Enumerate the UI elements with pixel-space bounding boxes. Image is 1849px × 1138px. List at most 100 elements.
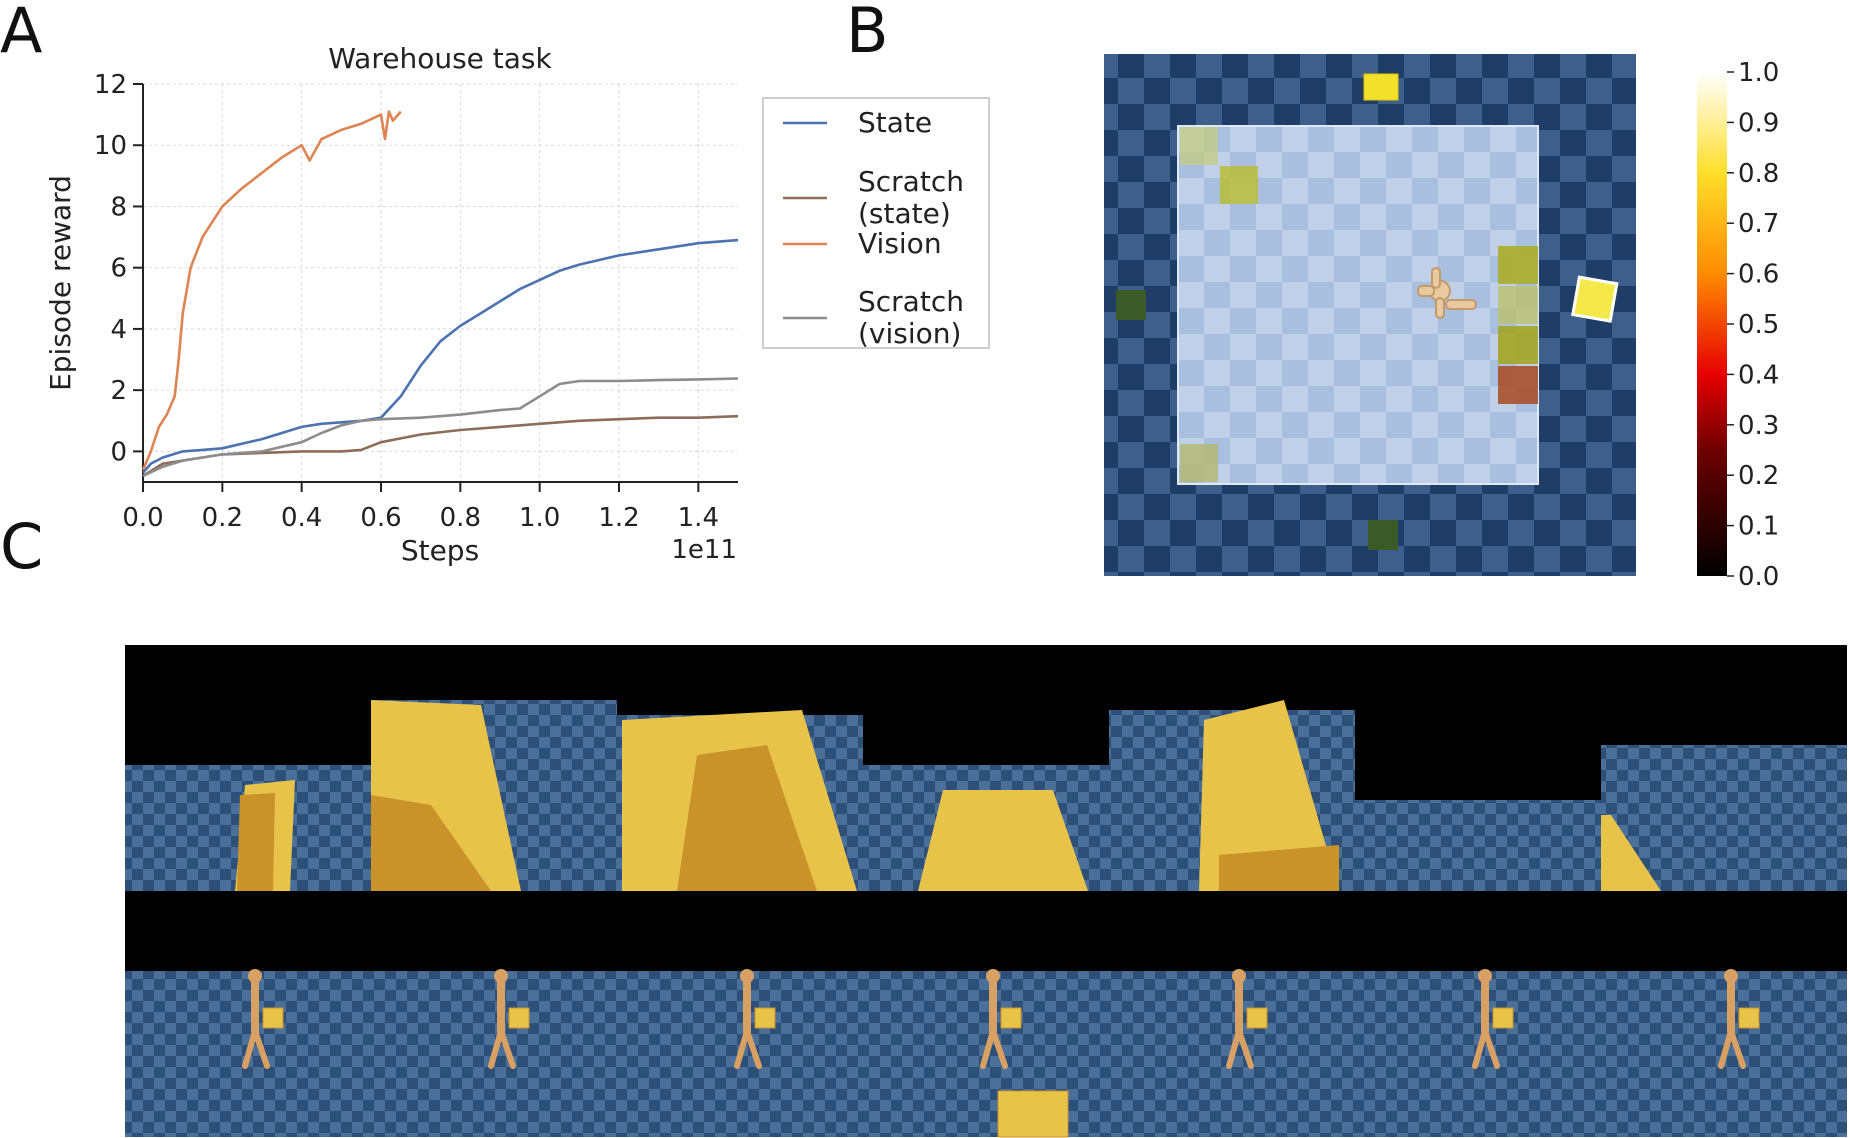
frame-3 [863,645,1109,1137]
heat-cell [1220,166,1258,204]
tp-agent-head [1478,969,1492,983]
tp-agent-head [248,969,262,983]
fp-box-shade [677,745,817,891]
heat-cell [1180,127,1218,165]
colorbar-ticks: 1.0 0.9 0.8 0.7 0.6 0.5 0.4 0.3 0.2 0.1 0.0 [1727,58,1779,592]
x-ticks: 0.0 0.2 0.4 0.6 0.8 1.0 1.2 1.4 [122,482,719,533]
x-tick-label: 0.0 [122,503,163,533]
target-pad [1368,520,1398,550]
legend-label-2: Vision [858,227,942,260]
target-pad [1116,290,1146,320]
tp-agent-head [986,969,1000,983]
legend-label-0: State [858,106,932,139]
y-tick-label: 4 [110,315,127,345]
legend: State Scratch (state)Vision Scratch (vision) [762,97,990,350]
colorbar-tick-label: 0.5 [1738,310,1779,340]
x-tick-label: 0.6 [360,503,401,533]
frame-2 [617,645,863,1137]
line-chart: 0.0 0.2 0.4 0.6 0.8 1.0 1.2 1.4 0 2 4 6 8 10 12 Wareh… [44,42,990,567]
tp-agent-head [1232,969,1246,983]
tp-box [262,1007,284,1029]
heatmap-panel: 1.0 0.9 0.8 0.7 0.6 0.5 0.4 0.3 0.2 0.1 0.0 [1104,54,1779,592]
tp-agent-leg [252,1028,270,1069]
series-line-2 [141,110,402,471]
x-tick-label: 1.2 [598,503,639,533]
frame-4 [1109,645,1355,1137]
tp-agent-leg [1236,1028,1254,1069]
panel-letter-c: C [0,510,44,583]
tp-agent-leg [242,1028,258,1069]
tp-agent-head [740,969,754,983]
tp-agent-leg [1472,1028,1488,1069]
colorbar-tick-label: 0.1 [1738,512,1779,542]
tp-agent-leg [734,1028,750,1069]
fp-box-shade [1219,845,1339,891]
tp-agent-leg [980,1028,996,1069]
x-tick-label: 0.2 [202,503,243,533]
panel-letter-a: A [0,0,43,67]
fp-box [918,790,1088,891]
legend-label-1: Scratch (state) [858,165,964,230]
tp-box [754,1007,776,1029]
fp-floor [1355,800,1601,891]
heat-cell [1498,246,1538,284]
heat-cell [1180,444,1218,482]
y-tick-label: 6 [110,254,127,284]
tp-agent-leg [1718,1028,1734,1069]
colorbar-tick-label: 0.6 [1738,260,1779,290]
panel-letter-b: B [846,0,889,67]
series-line-0 [142,238,739,474]
tp-agent-leg [1728,1028,1746,1069]
colorbar-tick-label: 0.0 [1738,562,1779,592]
x-axis-label: Steps [401,534,479,567]
tp-box [508,1007,530,1029]
tp-agent-head [1724,969,1738,983]
y-axis-label: Episode reward [44,175,77,391]
fp-box [1199,700,1339,891]
series-line-3 [142,377,739,478]
frame-strip [125,645,1847,1138]
tp-box [1492,1007,1514,1029]
tp-agent-leg [1482,1028,1500,1069]
tp-agent-leg [990,1028,1008,1069]
heat-cell [1498,366,1538,404]
grid [142,83,738,482]
legend-box [762,97,990,349]
tp-agent-head [494,969,508,983]
colorbar-tick-label: 0.2 [1738,461,1779,491]
y-tick-label: 8 [110,192,127,222]
tp-box [1738,1007,1760,1029]
colorbar-tick-label: 0.4 [1738,360,1779,390]
box [1571,275,1619,323]
tp-agent-leg [488,1028,504,1069]
frame-0 [125,645,371,1137]
frame-1 [371,645,617,1137]
colorbar-tick-label: 0.3 [1738,411,1779,441]
box [1363,73,1399,101]
x-tick-label: 0.4 [281,503,322,533]
chart-title: Warehouse task [328,42,552,75]
x-tick-label: 0.8 [440,503,481,533]
tp-agent-leg [498,1028,516,1069]
agent-figure [1417,267,1477,319]
colorbar [1697,72,1727,576]
tp-box [1000,1007,1022,1029]
y-tick-label: 12 [94,70,127,100]
heat-cell [1498,286,1538,324]
frame-5 [1355,645,1601,1137]
colorbar-tick-label: 0.8 [1738,159,1779,189]
tp-agent-leg [744,1028,762,1069]
x-tick-label: 1.0 [519,503,560,533]
heat-cell [1498,326,1538,364]
fp-box-shade [237,793,275,891]
y-tick-label: 10 [94,131,127,161]
axes [142,84,738,483]
x-offset-text: 1e11 [671,535,737,565]
y-tick-label: 0 [110,437,127,467]
tp-box [1246,1007,1268,1029]
fp-box [1601,815,1661,891]
y-tick-label: 2 [110,376,127,406]
fp-box-shade [371,795,491,891]
tp-foreground-box [997,1090,1069,1138]
legend-label-3: Scratch (vision) [858,285,964,350]
